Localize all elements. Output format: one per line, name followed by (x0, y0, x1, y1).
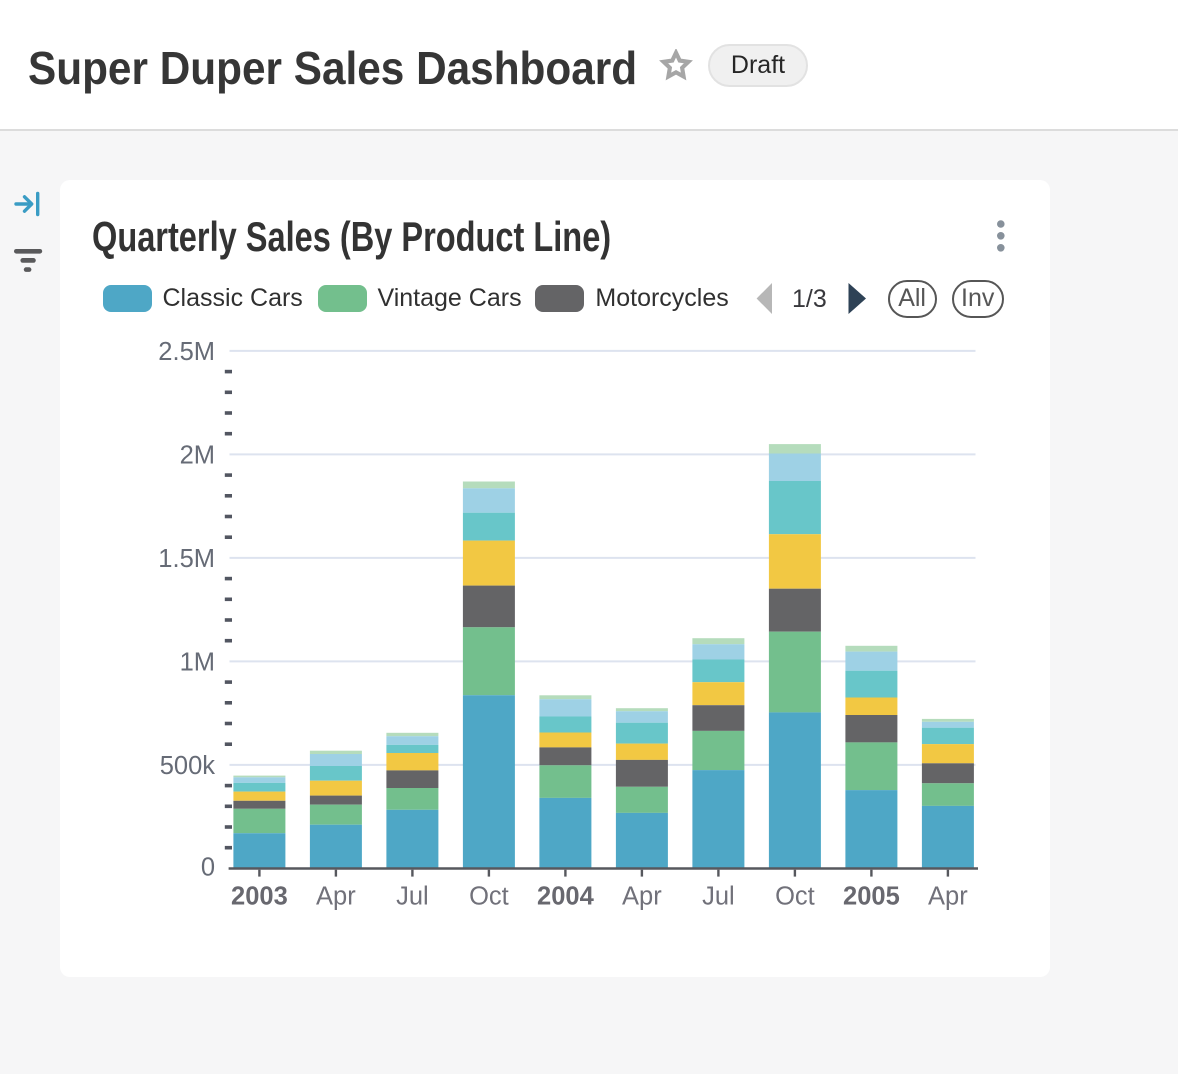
svg-text:1.5M: 1.5M (158, 545, 215, 573)
svg-text:2005: 2005 (843, 883, 900, 911)
svg-text:Jul: Jul (396, 883, 429, 911)
svg-text:500k: 500k (160, 752, 216, 780)
svg-text:Apr: Apr (928, 883, 968, 911)
svg-text:2003: 2003 (231, 883, 288, 911)
svg-text:Apr: Apr (622, 883, 662, 911)
svg-text:Oct: Oct (469, 883, 509, 911)
svg-text:2.5M: 2.5M (158, 338, 215, 366)
svg-text:Jul: Jul (702, 883, 735, 911)
svg-text:Oct: Oct (775, 883, 815, 911)
svg-text:0: 0 (201, 854, 215, 882)
svg-text:2004: 2004 (537, 883, 595, 911)
svg-text:Apr: Apr (316, 883, 356, 911)
svg-text:1M: 1M (180, 648, 215, 676)
svg-text:2M: 2M (180, 441, 215, 469)
